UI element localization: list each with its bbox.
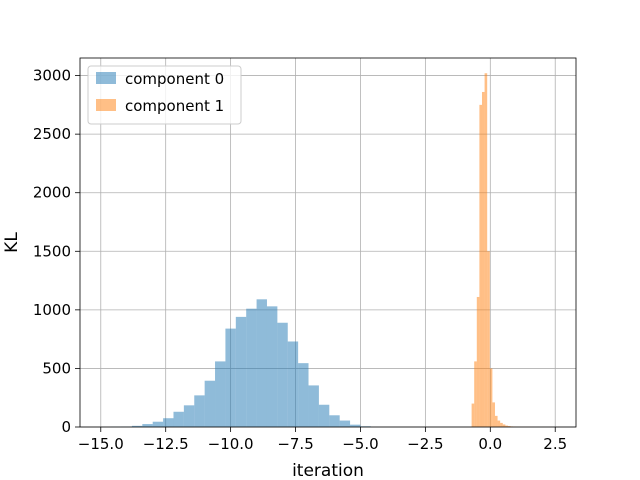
histogram-bar-component-1 — [505, 425, 508, 427]
y-tick-label: 2500 — [33, 125, 71, 143]
histogram-bar-component-0 — [329, 415, 340, 427]
histogram-bar-component-0 — [152, 421, 164, 427]
y-axis-label: KL — [2, 232, 22, 253]
histogram-bar-component-0 — [131, 425, 143, 427]
histogram-bar-component-1 — [481, 91, 485, 427]
histogram-bar-component-0 — [350, 424, 361, 427]
histogram-bar-component-0 — [215, 361, 226, 427]
x-tick-label: −5.0 — [342, 435, 378, 453]
x-tick-label: −15.0 — [78, 435, 124, 453]
histogram-bar-component-0 — [266, 306, 278, 427]
histogram-bar-component-0 — [142, 424, 153, 427]
legend-frame — [87, 65, 242, 125]
histogram-bar-component-1 — [471, 403, 475, 427]
y-tick-label: 3000 — [33, 67, 71, 85]
histogram-bar-component-1 — [479, 104, 482, 427]
legend-swatch-component-1 — [96, 99, 116, 111]
legend: component 0 component 1 — [87, 65, 242, 125]
histogram-bar-component-0 — [339, 420, 351, 427]
histogram-bar-component-0 — [318, 404, 330, 427]
grid-lines — [80, 58, 576, 428]
histogram-bar-component-0 — [287, 341, 299, 427]
x-tick-label: 2.5 — [543, 435, 567, 453]
histogram-bar-component-0 — [277, 322, 288, 427]
y-tick-label: 1000 — [33, 301, 71, 319]
histogram-bar-component-1 — [502, 424, 506, 427]
histogram-bar-component-1 — [489, 368, 493, 427]
histogram-bar-component-1 — [474, 361, 477, 427]
histogram-bar-component-1 — [497, 420, 501, 427]
x-tick-label: −10.0 — [208, 435, 254, 453]
histogram-bar-component-0 — [163, 418, 174, 427]
y-tick-label: 0 — [61, 418, 71, 436]
histogram-bar-component-0 — [183, 405, 195, 427]
legend-swatch-component-0 — [96, 72, 116, 84]
histogram-bar-component-1 — [476, 296, 480, 427]
histogram-bar-component-0 — [194, 395, 205, 427]
axes — [79, 57, 577, 428]
plot-frame — [79, 57, 577, 428]
histogram-bar-component-0 — [246, 308, 257, 427]
histogram-bar-component-0 — [204, 380, 216, 427]
histogram-bar-component-0 — [235, 316, 247, 427]
histogram-bar-component-1 — [494, 415, 498, 427]
legend-label-component-1: component 1 — [125, 97, 224, 115]
histogram-bar-component-0 — [256, 299, 267, 427]
histogram-bar-component-1 — [507, 426, 511, 427]
y-tick-label: 1500 — [33, 242, 71, 260]
histogram-bars — [111, 73, 560, 427]
y-axis-ticks: 0 500 1000 1500 2000 2500 3000 — [33, 67, 80, 436]
histogram-bar-component-1 — [492, 402, 495, 427]
histogram-bar-component-1 — [500, 422, 503, 427]
legend-label-component-0: component 0 — [125, 70, 224, 88]
histogram-bar-component-1 — [484, 73, 488, 427]
histogram-bar-component-0 — [308, 385, 319, 427]
x-axis-ticks: −15.0 −12.5 −10.0 −7.5 −5.0 −2.5 0.0 2.5 — [78, 427, 567, 453]
x-tick-label: −7.5 — [277, 435, 313, 453]
y-tick-label: 2000 — [33, 184, 71, 202]
x-tick-label: −2.5 — [407, 435, 443, 453]
histogram-bar-component-0 — [298, 363, 309, 427]
x-tick-label: 0.0 — [478, 435, 502, 453]
histogram-bar-component-1 — [487, 251, 490, 427]
x-tick-label: −12.5 — [143, 435, 189, 453]
histogram-bar-component-0 — [173, 411, 184, 427]
x-axis-label: iteration — [292, 461, 364, 480]
y-tick-label: 500 — [42, 359, 71, 377]
histogram-bar-component-0 — [225, 328, 236, 427]
